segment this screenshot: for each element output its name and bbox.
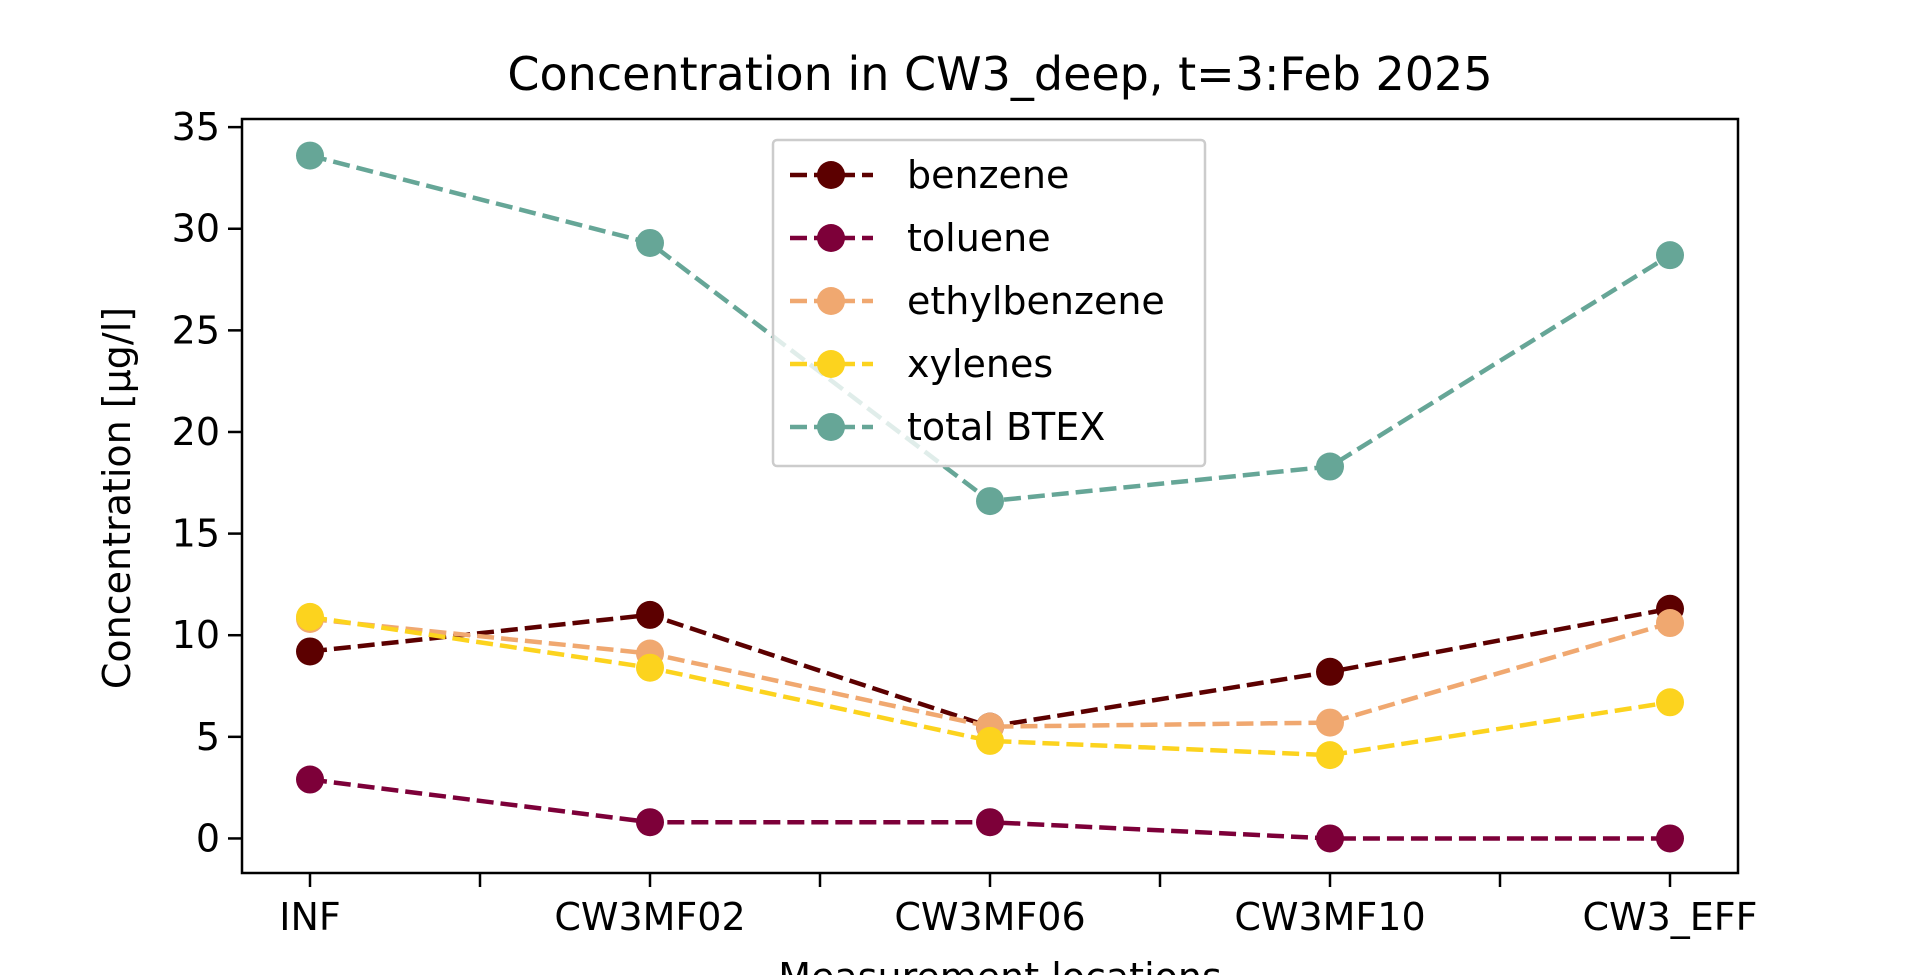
legend-label: xylenes xyxy=(907,342,1053,386)
legend-marker xyxy=(817,161,845,189)
series-xylenes xyxy=(296,602,1684,770)
data-point xyxy=(636,653,664,682)
x-tick-label: CW3MF02 xyxy=(554,895,745,939)
data-point xyxy=(296,637,324,666)
legend-label: ethylbenzene xyxy=(907,279,1165,323)
legend: benzene toluene ethylbenzene xylenes total B… xyxy=(771,138,1207,468)
y-tick-label: 30 xyxy=(172,207,220,251)
data-point xyxy=(976,808,1004,837)
data-point xyxy=(296,602,324,631)
data-point xyxy=(976,726,1004,755)
legend-entry: xylenes xyxy=(790,342,1053,386)
legend-entry: benzene xyxy=(790,153,1069,197)
y-tick-label: 10 xyxy=(172,613,220,657)
chart-title: Concentration in CW3_deep, t=3:Feb 2025 xyxy=(507,47,1492,101)
data-point xyxy=(296,141,324,170)
data-point xyxy=(1316,657,1344,686)
x-tick-label: CW3MF06 xyxy=(894,895,1085,939)
legend-marker xyxy=(817,413,845,441)
data-point xyxy=(636,228,664,257)
series-layer xyxy=(296,141,1684,853)
series-line xyxy=(309,606,1671,729)
x-tick-label: INF xyxy=(279,895,341,939)
y-tick-label: 20 xyxy=(172,410,220,454)
legend-marker xyxy=(817,287,845,315)
data-point xyxy=(1656,824,1684,853)
data-point xyxy=(636,808,664,837)
data-point xyxy=(976,487,1004,516)
y-axis-label: Concentration [µg/l] xyxy=(95,307,139,689)
legend-entry: ethylbenzene xyxy=(790,279,1165,323)
legend-label: benzene xyxy=(907,153,1069,197)
data-point xyxy=(636,600,664,629)
series-total-BTEX xyxy=(296,141,1684,516)
y-tick-label: 25 xyxy=(172,308,220,352)
legend-entry: toluene xyxy=(790,216,1051,260)
legend-label: total BTEX xyxy=(907,405,1105,449)
y-axis: 0 5 10 15 20 25 30 35 xyxy=(172,105,242,860)
series-toluene xyxy=(296,765,1684,853)
data-point xyxy=(296,765,324,794)
series-line xyxy=(309,614,1671,758)
y-tick-label: 0 xyxy=(196,816,220,860)
x-axis: INF CW3MF02 CW3MF06 CW3MF10 CW3_EFF xyxy=(279,873,1758,939)
data-point xyxy=(1656,241,1684,270)
data-point xyxy=(1316,824,1344,853)
data-point xyxy=(1656,688,1684,717)
legend-marker xyxy=(817,224,845,252)
y-tick-label: 5 xyxy=(196,715,220,759)
legend-entry: total BTEX xyxy=(790,405,1105,449)
legend-label: toluene xyxy=(907,216,1051,260)
x-tick-label: CW3_EFF xyxy=(1582,895,1757,939)
data-point xyxy=(1316,452,1344,481)
data-point xyxy=(1656,609,1684,638)
y-tick-label: 15 xyxy=(172,512,220,556)
legend-marker xyxy=(817,350,845,378)
series-line xyxy=(309,616,1671,729)
legend-box xyxy=(771,138,1207,468)
data-point xyxy=(1316,708,1344,737)
x-axis-label: Measurement locations xyxy=(778,955,1222,975)
x-tick-label: CW3MF10 xyxy=(1234,895,1425,939)
y-tick-label: 35 xyxy=(172,105,220,149)
series-ethylbenzene xyxy=(296,604,1684,741)
data-point xyxy=(1316,741,1344,770)
